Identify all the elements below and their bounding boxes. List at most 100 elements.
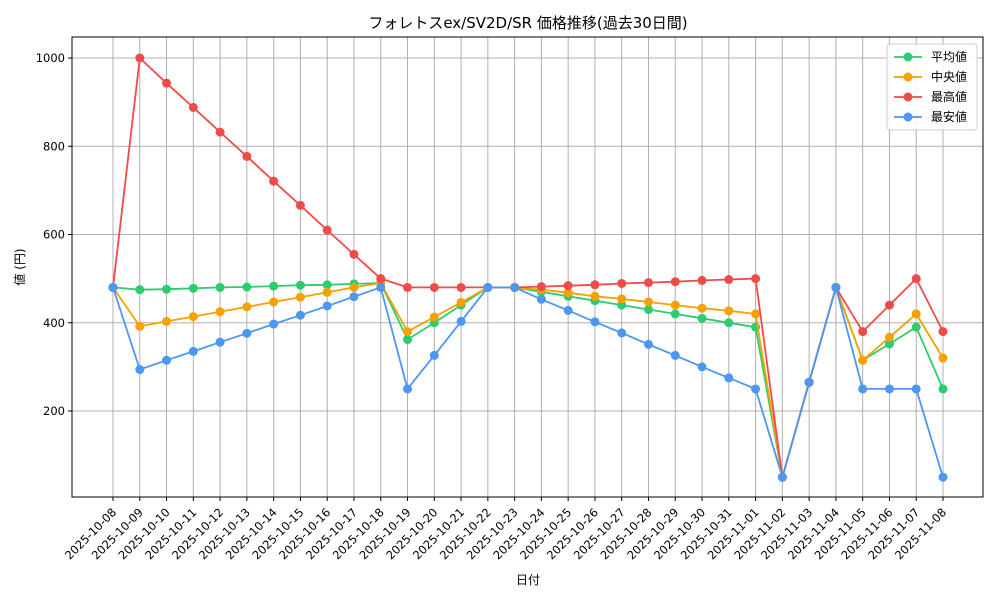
data-point (429, 282, 439, 292)
data-point (242, 302, 252, 312)
data-point (215, 307, 225, 317)
data-point (858, 384, 868, 394)
data-point (322, 287, 332, 297)
data-point (563, 288, 573, 298)
y-axis-ticks: 200 400 600 800 1000 (36, 51, 72, 418)
data-point (938, 472, 948, 482)
data-point (884, 332, 894, 342)
grid-lines (72, 37, 983, 497)
data-point (884, 339, 894, 349)
data-point (938, 327, 948, 337)
data-point (697, 275, 707, 285)
data-point (938, 353, 948, 363)
data-point (295, 280, 305, 290)
data-point (456, 297, 466, 307)
data-point (536, 294, 546, 304)
data-point (242, 328, 252, 338)
data-point (162, 284, 172, 294)
data-point (135, 53, 145, 63)
data-point (697, 362, 707, 372)
data-point (643, 297, 653, 307)
legend-marker (903, 72, 913, 82)
data-point (108, 282, 118, 292)
data-point (135, 285, 145, 295)
data-point (670, 350, 680, 360)
data-point (590, 291, 600, 301)
data-point (349, 249, 359, 259)
data-point (777, 472, 787, 482)
data-point (403, 327, 413, 337)
data-point (724, 306, 734, 316)
legend-label: 中央値 (931, 69, 967, 84)
data-point (858, 355, 868, 365)
data-point (751, 274, 761, 284)
data-point (403, 282, 413, 292)
data-point (215, 282, 225, 292)
data-point (670, 300, 680, 310)
y-tick-label: 200 (43, 404, 65, 418)
y-tick-label: 800 (43, 139, 65, 153)
data-point (215, 127, 225, 137)
data-point (376, 282, 386, 292)
data-point (188, 312, 198, 322)
data-point (938, 384, 948, 394)
data-point (322, 301, 332, 311)
series-group (108, 53, 948, 482)
data-point (483, 282, 493, 292)
data-point (429, 312, 439, 322)
data-point (135, 321, 145, 331)
data-point (751, 309, 761, 319)
data-point (617, 278, 627, 288)
data-point (349, 282, 359, 292)
data-point (403, 384, 413, 394)
legend-marker (903, 112, 913, 122)
data-point (188, 346, 198, 356)
data-point (242, 282, 252, 292)
data-point (188, 283, 198, 293)
data-point (563, 281, 573, 291)
data-point (269, 176, 279, 186)
data-point (162, 355, 172, 365)
x-axis-label: 日付 (516, 573, 540, 587)
series-line (112, 56, 944, 478)
data-point (349, 292, 359, 302)
data-point (295, 200, 305, 210)
data-point (215, 337, 225, 347)
data-point (670, 309, 680, 319)
data-point (751, 384, 761, 394)
data-point (188, 102, 198, 112)
data-point (376, 274, 386, 284)
y-tick-label: 400 (43, 316, 65, 330)
data-point (643, 339, 653, 349)
data-point (295, 292, 305, 302)
series-4 (108, 282, 948, 482)
y-tick-label: 1000 (36, 51, 65, 65)
data-point (643, 278, 653, 288)
data-point (804, 377, 814, 387)
data-point (831, 282, 841, 292)
data-point (403, 335, 413, 345)
legend-box (886, 43, 978, 131)
data-point (269, 281, 279, 291)
legend-label: 最高値 (931, 89, 967, 104)
data-point (269, 297, 279, 307)
series-line (112, 283, 944, 481)
series-line (112, 282, 944, 478)
data-point (670, 277, 680, 287)
data-point (911, 384, 921, 394)
data-point (617, 294, 627, 304)
data-point (724, 275, 734, 285)
data-point (242, 151, 252, 161)
data-point (858, 327, 868, 337)
data-point (536, 282, 546, 292)
data-point (456, 282, 466, 292)
data-point (162, 316, 172, 326)
data-point (429, 350, 439, 360)
data-point (884, 384, 894, 394)
data-point (322, 225, 332, 235)
data-point (911, 322, 921, 332)
data-point (697, 303, 707, 313)
legend-marker (903, 92, 913, 102)
series-3 (108, 53, 948, 482)
